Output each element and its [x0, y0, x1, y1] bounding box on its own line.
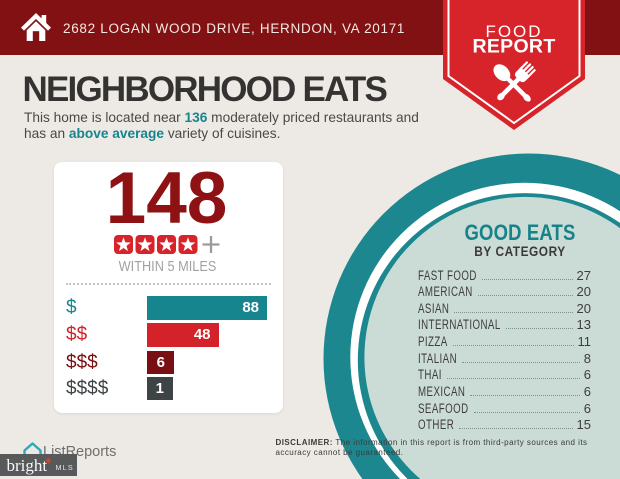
- svg-text:FOOD: FOOD: [485, 22, 542, 41]
- svg-text:REPORT: REPORT: [472, 36, 555, 58]
